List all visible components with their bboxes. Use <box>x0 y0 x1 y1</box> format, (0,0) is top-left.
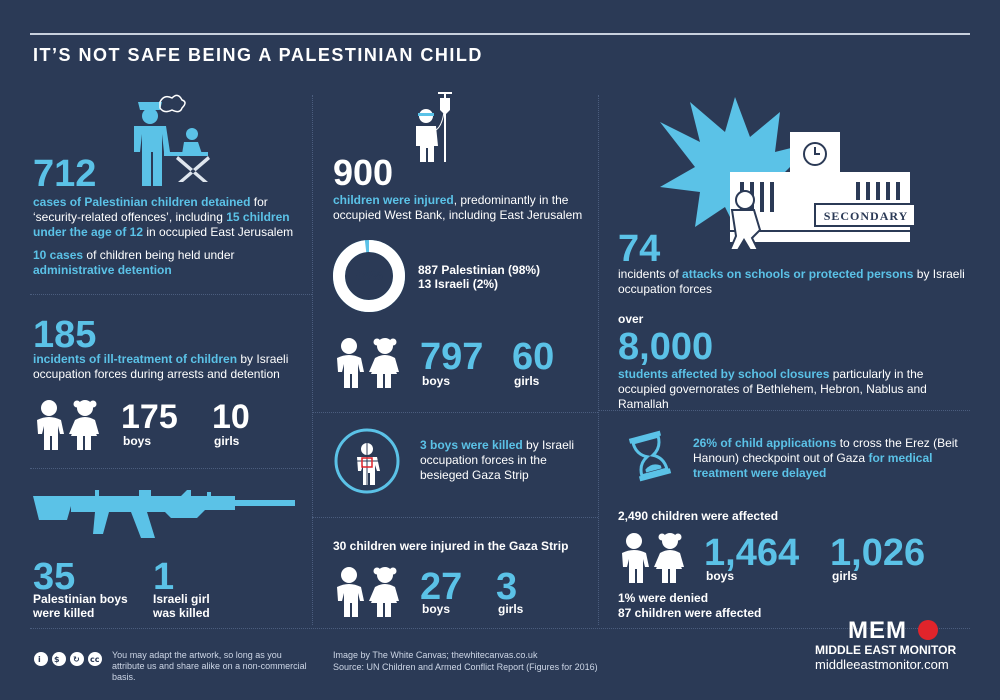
ill-girls-number: 10 <box>212 398 250 436</box>
boys-killed-label: Palestinian boys were killed <box>33 592 128 620</box>
cc-icon <box>88 652 102 666</box>
divider-c1-a <box>30 294 312 295</box>
svg-text:$: $ <box>54 655 60 664</box>
svg-text:i: i <box>38 655 41 664</box>
closures-over: over <box>618 312 644 326</box>
svg-text:cc: cc <box>90 655 100 664</box>
rifle-icon <box>33 488 295 540</box>
logo-subtitle: MIDDLE EAST MONITOR <box>815 643 957 657</box>
erez-affected: 2,490 children were affected <box>618 509 779 523</box>
divider-footer <box>30 628 970 629</box>
ill-boys-number: 175 <box>121 398 178 436</box>
credit-text: Image by The White Canvas; thewhitecanva… <box>333 650 538 660</box>
injured-donut-chart: 98% <box>333 240 405 312</box>
erez-boys-number: 1,464 <box>704 532 800 574</box>
logo-url: middleeastmonitor.com <box>815 657 949 672</box>
hourglass-icon <box>622 428 678 484</box>
boys-killed-number: 35 <box>33 556 76 598</box>
cc-nc-icon <box>52 652 66 666</box>
cc-sa-icon <box>70 652 84 666</box>
injured-girls-label: girls <box>514 374 540 388</box>
detained-text: cases of Palestinian children detained f… <box>33 195 294 239</box>
cc-by-icon <box>34 652 48 666</box>
license-icons: i $ ↻ cc <box>33 651 105 667</box>
ill-girls-label: girls <box>214 434 240 448</box>
injured-israeli-line: 13 Israeli (2%) <box>418 277 499 291</box>
divider-c3-a <box>598 410 970 411</box>
injured-boys-label: boys <box>422 374 451 388</box>
divider-c1-b <box>30 468 312 469</box>
detained-number: 712 <box>33 153 97 195</box>
erez-boys-label: boys <box>706 569 735 583</box>
police-detaining-child-icon <box>118 92 228 187</box>
gaza-girls-label: girls <box>498 602 524 616</box>
memo-logo: MEM MIDDLE EAST MONITOR middleeastmonito… <box>815 617 975 677</box>
gaza-girls-number: 3 <box>496 566 518 608</box>
school-sign-label: SECONDARY <box>823 209 909 223</box>
license-text: You may adapt the artwork, so long as yo… <box>112 650 307 682</box>
boy-girl-icon <box>333 565 405 617</box>
ill-treatment-number: 185 <box>33 314 97 356</box>
injured-girls-number: 60 <box>512 336 555 378</box>
injured-boys-number: 797 <box>420 336 484 378</box>
closures-text: students affected by school closures par… <box>618 367 927 411</box>
divider-c2-b <box>312 517 598 518</box>
erez-girls-label: girls <box>832 569 858 583</box>
boy-girl-icon <box>333 336 405 388</box>
attacks-text: incidents of attacks on schools or prote… <box>618 267 965 296</box>
erez-girls-number: 1,026 <box>830 532 926 574</box>
school-explosion-icon <box>660 92 920 252</box>
injured-number: 900 <box>333 152 394 193</box>
erez-text: 26% of child applications to cross the E… <box>693 436 958 480</box>
donut-label: 98% <box>354 267 384 283</box>
administrative-detention-text: 10 cases of children being held under ad… <box>33 248 235 277</box>
boy-girl-icon <box>618 531 690 583</box>
target-crosshair-icon <box>333 427 401 495</box>
girl-killed-number: 1 <box>153 556 175 598</box>
divider-col1 <box>312 95 313 625</box>
gaza-boys-number: 27 <box>420 566 463 608</box>
divider-c2-a <box>312 412 598 413</box>
girl-killed-label: Israeli girl was killed <box>153 592 210 620</box>
closures-number: 8,000 <box>618 326 714 368</box>
injured-text: children were injured, predominantly in … <box>333 193 583 222</box>
svg-text:↻: ↻ <box>73 655 80 664</box>
divider-col2 <box>598 95 599 625</box>
logo-memo-text: MEM <box>848 617 907 644</box>
source-text: Source: UN Children and Armed Conflict R… <box>333 662 598 672</box>
page-title: IT’S NOT SAFE BEING A PALESTINIAN CHILD <box>33 45 483 65</box>
title-rule <box>30 33 970 35</box>
gaza-killed-text: 3 boys were killed by Israeli occupation… <box>420 438 575 482</box>
ill-boys-label: boys <box>123 434 152 448</box>
gaza-boys-label: boys <box>422 602 451 616</box>
erez-denied-affected: 87 children were affected <box>618 606 762 620</box>
injured-child-iv-icon <box>410 92 470 162</box>
logo-red-dot-icon <box>918 620 938 640</box>
boy-girl-icon <box>33 398 105 450</box>
injured-palestinian-line: 887 Palestinian (98%) <box>418 263 541 277</box>
ill-treatment-text: incidents of ill-treatment of children b… <box>33 352 289 381</box>
erez-denied: 1% were denied <box>618 591 709 605</box>
attacks-number: 74 <box>618 228 661 270</box>
gaza-injured-headline: 30 children were injured in the Gaza Str… <box>333 539 569 553</box>
